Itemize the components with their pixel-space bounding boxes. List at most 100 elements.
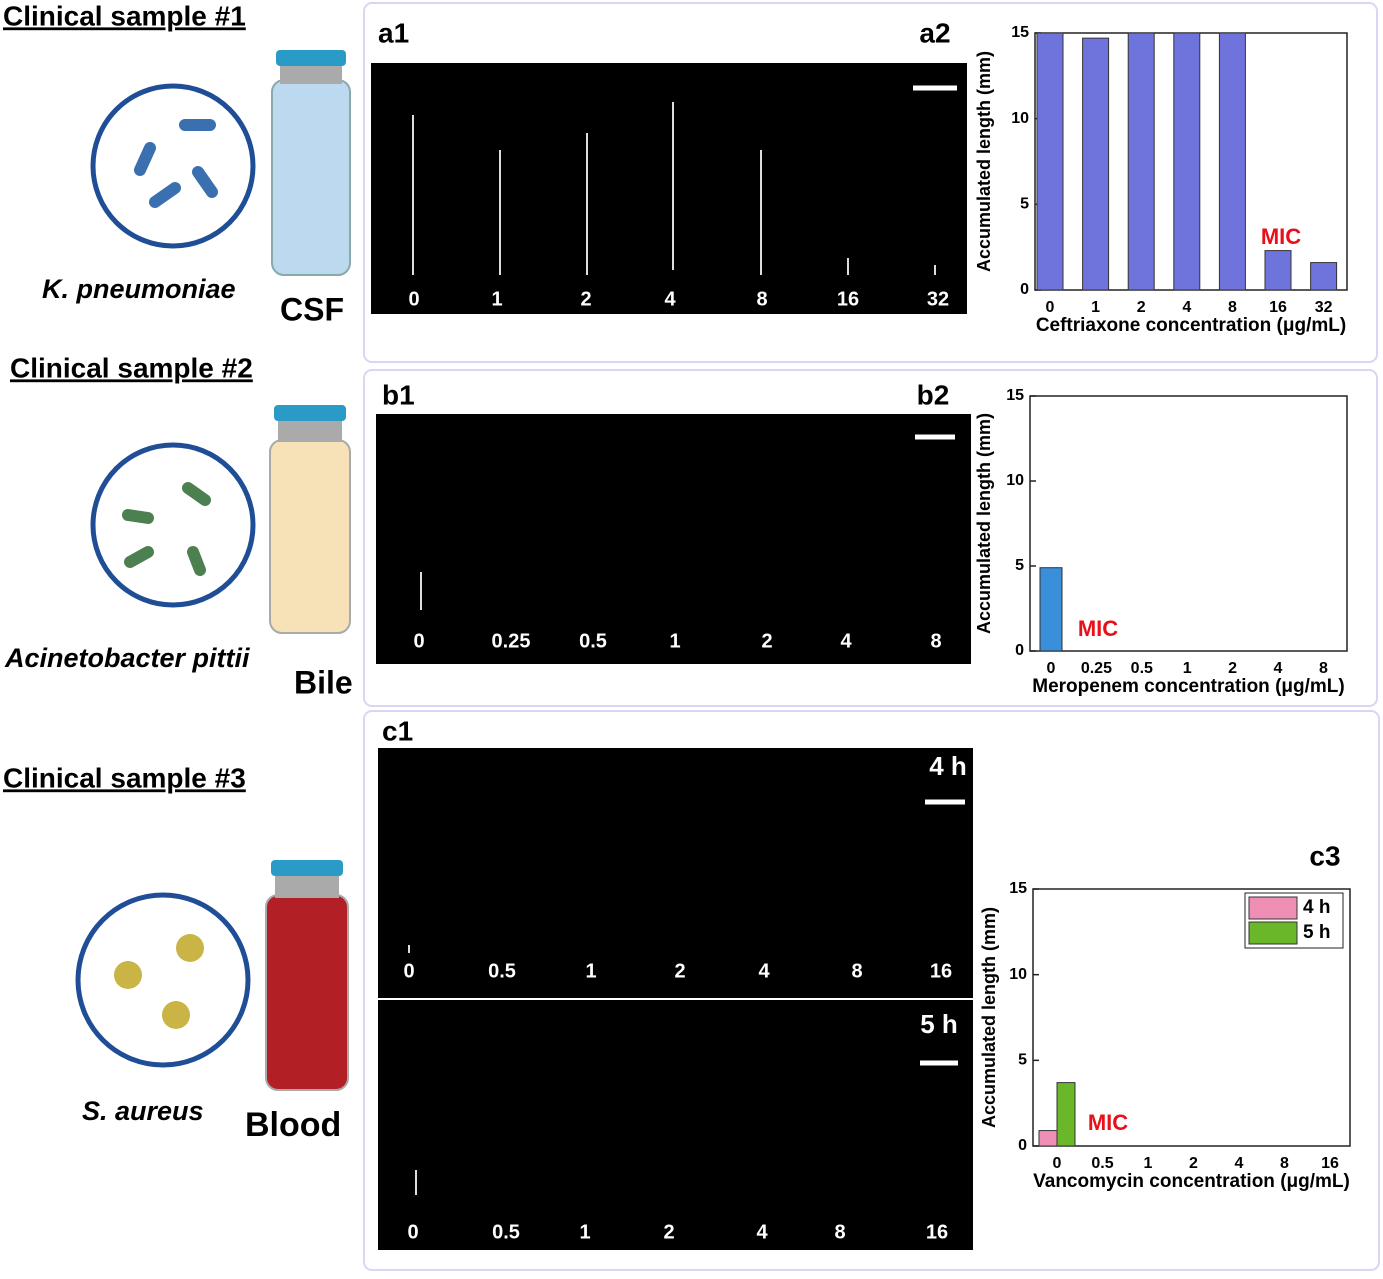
x-tick-label: 16: [1269, 299, 1287, 316]
x-tick-label: 4: [1274, 660, 1283, 677]
bar: [1038, 1130, 1058, 1147]
concentration-label: 0: [403, 960, 414, 982]
concentration-label: 1: [491, 288, 502, 310]
sample-title: Clinical sample #1: [3, 0, 246, 31]
panel-label: a1: [378, 17, 409, 48]
legend-label: 5 h: [1303, 922, 1330, 943]
x-tick-label: 32: [1315, 299, 1333, 316]
concentration-label: 16: [837, 288, 859, 310]
concentration-label: 1: [669, 630, 680, 652]
bar: [1082, 37, 1110, 291]
bar: [1127, 32, 1155, 291]
time-label: 4 h: [929, 751, 967, 781]
x-tick-label: 1: [1091, 299, 1100, 316]
frames: [363, 2, 1380, 1271]
concentration-label: 0: [407, 1221, 418, 1243]
concentration-label: 0: [413, 630, 424, 652]
concentration-label: 16: [926, 1221, 948, 1243]
organism: K. pneumoniae: [42, 274, 236, 304]
concentration-label: 2: [674, 960, 685, 982]
concentration-label: 8: [930, 630, 941, 652]
bar: [1310, 262, 1338, 291]
concentration-label: 8: [851, 960, 862, 982]
concentration-label: 8: [756, 288, 767, 310]
concentration-label: 4: [664, 288, 676, 310]
organism: Acinetobacter pittii: [4, 643, 250, 673]
y-axis-label: Accumulated length (mm): [974, 51, 994, 272]
y-tick-label: 15: [1009, 880, 1027, 897]
images: [371, 63, 973, 1250]
concentration-label: 2: [580, 288, 591, 310]
bar: [1056, 1082, 1076, 1147]
concentration-label: 0.5: [492, 1221, 520, 1243]
concentration-label: 0.25: [492, 630, 531, 652]
x-tick-label: 8: [1228, 299, 1237, 316]
x-tick-label: 4: [1235, 1155, 1244, 1172]
panel-label: c1: [382, 715, 413, 746]
concentration-label: 4: [758, 960, 770, 982]
concentration-label: 0: [408, 288, 419, 310]
plot-frame: [1032, 888, 1351, 1147]
x-axis-label: Vancomycin concentration (μg/mL): [1033, 1171, 1350, 1192]
illustration-3: [75, 860, 349, 1091]
x-tick-label: 0.25: [1081, 660, 1112, 677]
concentration-label: 1: [585, 960, 596, 982]
panel-label: c3: [1309, 840, 1340, 871]
y-tick-label: 5: [1018, 1052, 1027, 1069]
annotation: MIC: [1261, 224, 1301, 249]
concentration-label: 2: [761, 630, 772, 652]
organism: S. aureus: [82, 1096, 204, 1126]
bar: [1264, 250, 1292, 291]
bar: [1173, 32, 1201, 291]
x-tick-label: 2: [1137, 299, 1146, 316]
time-label: 5 h: [920, 1009, 958, 1039]
illustration-2: [90, 405, 351, 634]
specimen: Blood: [245, 1106, 341, 1144]
panel-label: b1: [382, 379, 415, 410]
x-tick-label: 16: [1321, 1155, 1339, 1172]
concentration-label: 0.5: [488, 960, 516, 982]
specimen: Bile: [294, 664, 353, 700]
y-axis-label: Accumulated length (mm): [974, 413, 994, 634]
concentration-label: 4: [756, 1221, 768, 1243]
y-tick-label: 10: [1009, 966, 1027, 983]
sample-title: Clinical sample #3: [3, 762, 246, 793]
concentration-label: 4: [840, 630, 852, 652]
legend-label: 4 h: [1303, 897, 1330, 918]
legend-swatch: [1248, 896, 1298, 920]
x-axis-label: Meropenem concentration (μg/mL): [1032, 676, 1344, 697]
panel-label: a2: [919, 17, 950, 48]
y-tick-label: 5: [1020, 196, 1029, 213]
x-tick-label: 8: [1280, 1155, 1289, 1172]
x-tick-label: 0: [1047, 660, 1056, 677]
concentration-label: 32: [927, 288, 949, 310]
y-tick-label: 15: [1006, 387, 1024, 404]
legend-swatch: [1248, 921, 1298, 945]
concentration-label: 0.5: [579, 630, 607, 652]
y-tick-label: 0: [1018, 1137, 1027, 1154]
x-tick-label: 2: [1189, 1155, 1198, 1172]
y-tick-label: 10: [1011, 110, 1029, 127]
x-tick-label: 0.5: [1131, 660, 1153, 677]
y-tick-label: 10: [1006, 472, 1024, 489]
bar: [1036, 32, 1064, 291]
x-tick-label: 8: [1319, 660, 1328, 677]
panel-label: b2: [917, 379, 950, 410]
y-tick-label: 0: [1015, 642, 1024, 659]
x-tick-label: 0: [1046, 299, 1055, 316]
bar: [1218, 32, 1246, 291]
x-tick-label: 0.5: [1091, 1155, 1113, 1172]
y-axis-label: Accumulated length (mm): [979, 907, 999, 1128]
y-tick-label: 5: [1015, 557, 1024, 574]
illustration-1: [90, 50, 351, 276]
concentration-label: 1: [579, 1221, 590, 1243]
bar: [1039, 567, 1063, 652]
x-axis-label: Ceftriaxone concentration (μg/mL): [1036, 315, 1346, 336]
annotation: MIC: [1078, 616, 1118, 641]
x-tick-label: 4: [1182, 299, 1191, 316]
concentration-label: 16: [930, 960, 952, 982]
x-tick-label: 1: [1183, 660, 1192, 677]
concentration-label: 8: [834, 1221, 845, 1243]
plot-frame: [1029, 395, 1348, 652]
